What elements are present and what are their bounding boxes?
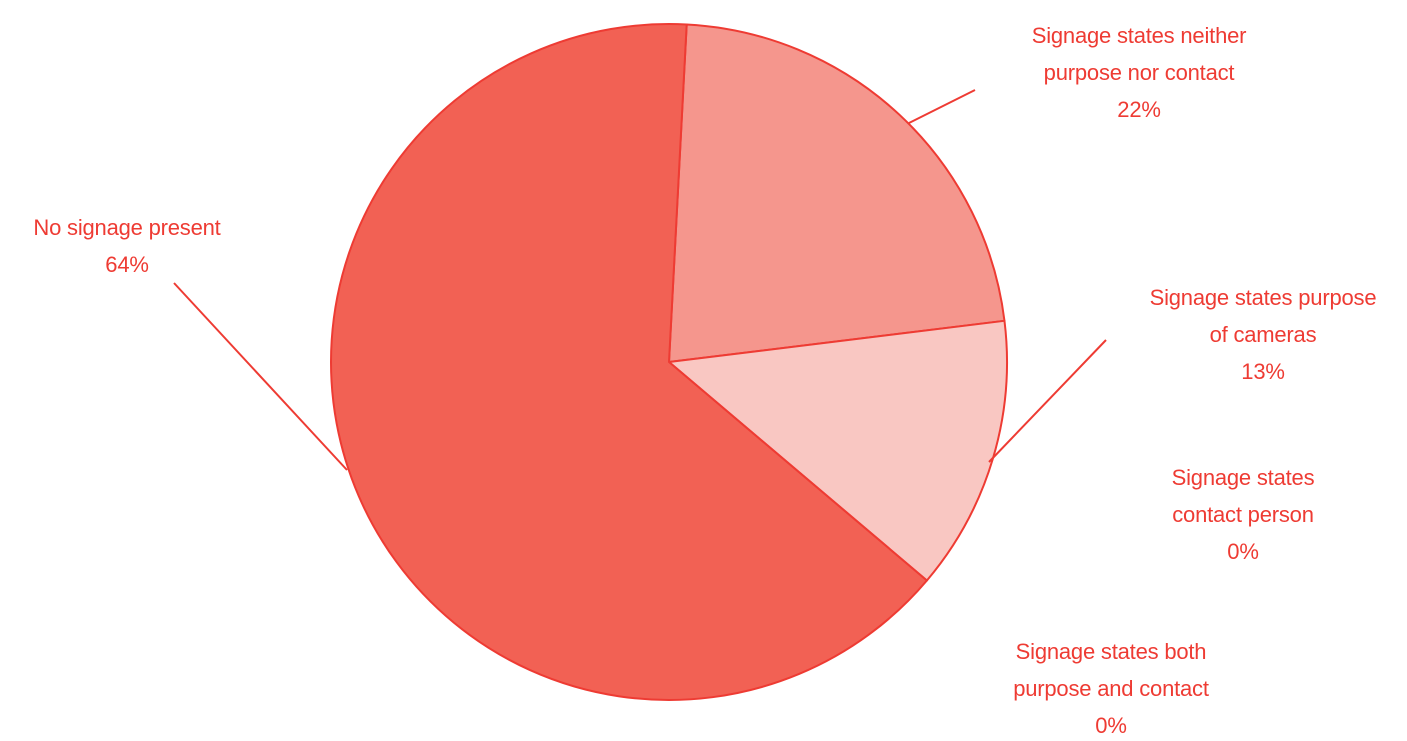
slice-category-label: contact person	[1172, 502, 1314, 527]
slice-label-2: Signage states contact person 0%	[1172, 465, 1315, 564]
slice-label-0: Signage states neither purpose nor contac…	[1032, 23, 1247, 122]
slice-value-label: 64%	[105, 252, 148, 277]
slice-category-label: Signage states	[1172, 465, 1315, 490]
slice-category-label: Signage states purpose	[1150, 285, 1377, 310]
slice-value-label: 22%	[1117, 97, 1160, 122]
leader-lines	[173, 89, 1107, 471]
slice-value-label: 13%	[1241, 359, 1284, 384]
slice-label-4: No signage present 64%	[33, 215, 220, 277]
pie-slice-0	[668, 23, 1006, 363]
slice-value-label: 0%	[1227, 539, 1258, 564]
slice-label-1: Signage states purpose of cameras 13%	[1150, 285, 1377, 384]
slice-label-3: Signage states both purpose and contact 0%	[1013, 639, 1209, 738]
slice-category-label: Signage states both	[1016, 639, 1207, 664]
slice-category-label: purpose nor contact	[1044, 60, 1235, 85]
leader-line-0	[908, 89, 976, 124]
leader-line-1	[988, 339, 1107, 463]
slice-category-label: No signage present	[33, 215, 220, 240]
slice-category-label: of cameras	[1210, 322, 1317, 347]
slice-category-label: purpose and contact	[1013, 676, 1209, 701]
pie-slice-4	[330, 23, 928, 701]
leader-line-4	[173, 282, 348, 471]
pie-slices	[330, 23, 1008, 701]
slice-category-label: Signage states neither	[1032, 23, 1247, 48]
slice-value-label: 0%	[1095, 713, 1126, 738]
slice-labels: Signage states neither purpose nor contac…	[33, 23, 1376, 738]
